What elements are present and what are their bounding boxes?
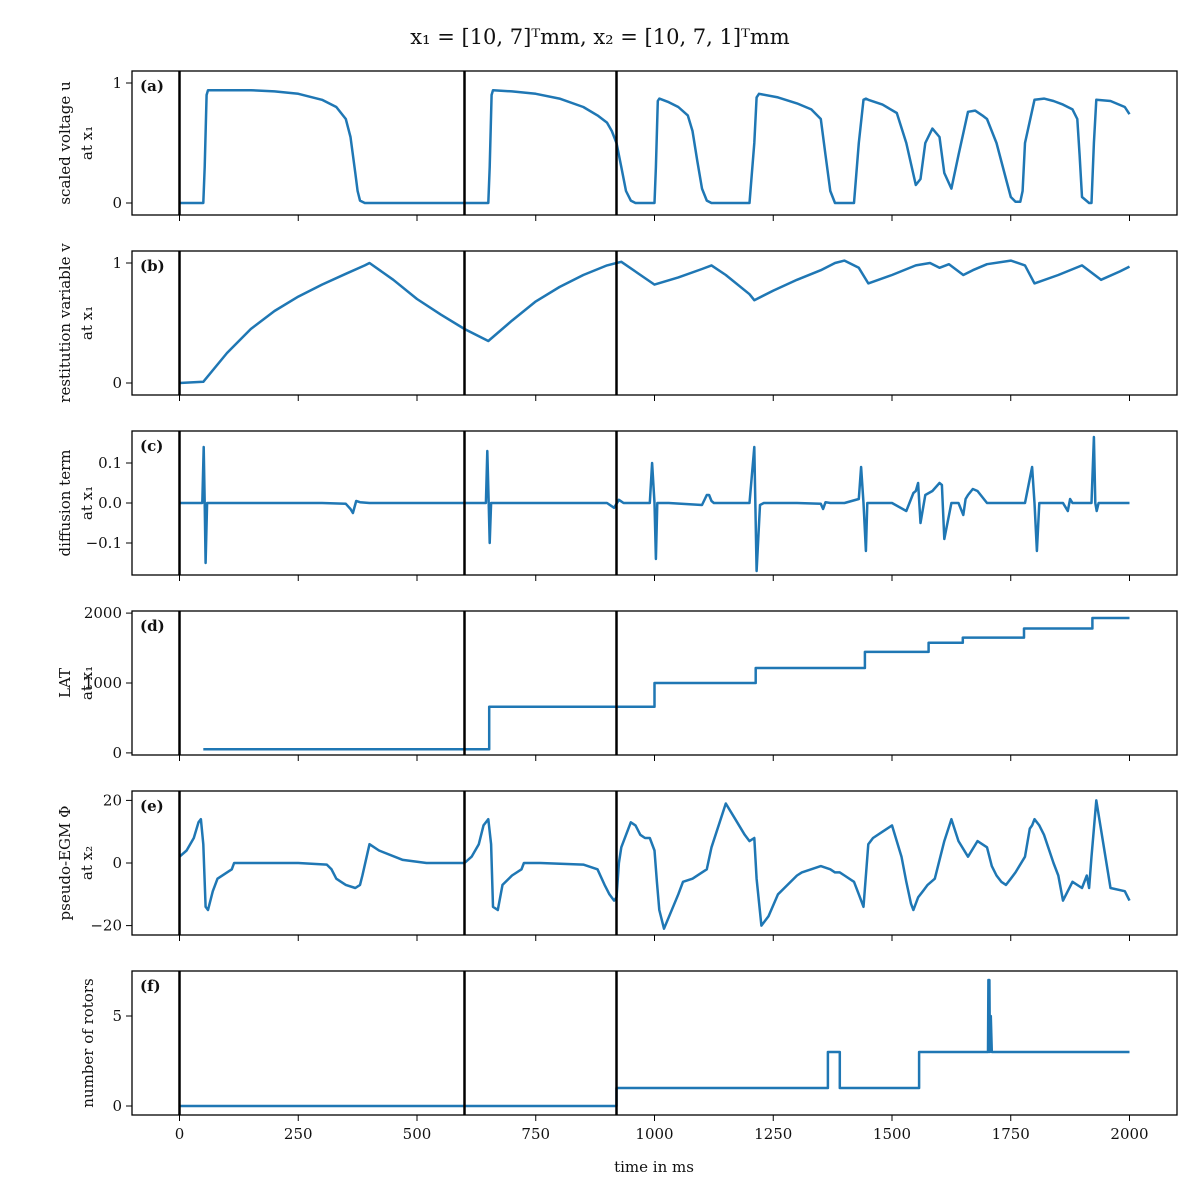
y-tick-label: 0 bbox=[112, 374, 122, 392]
panel-letter: (a) bbox=[140, 77, 164, 95]
figure-title: x₁ = [10, 7]ᵀmm, x₂ = [10, 7, 1]ᵀmm bbox=[410, 25, 789, 49]
x-tick-label: 500 bbox=[403, 1125, 432, 1143]
y-tick-label: 1 bbox=[112, 74, 122, 92]
data-series-line bbox=[179, 259, 1131, 385]
panel-letter: (b) bbox=[140, 257, 165, 275]
y-axis-label: at x₁ bbox=[78, 486, 96, 520]
y-tick-label: −0.1 bbox=[86, 534, 122, 552]
panel-letter: (c) bbox=[140, 437, 163, 455]
y-tick-label: 1000 bbox=[84, 674, 122, 692]
y-axis-label: pseudo-EGM Φ bbox=[56, 806, 74, 921]
y-axis-label: scaled voltage u bbox=[56, 81, 74, 205]
data-series-line bbox=[179, 978, 1130, 1108]
data-series-line bbox=[203, 616, 1130, 751]
panel-1: 0 1 (a) scaled voltage u at x₁ bbox=[56, 70, 1178, 221]
y-tick-label: −20 bbox=[90, 917, 122, 935]
y-axis-label: number of rotors bbox=[79, 978, 97, 1107]
y-tick-label: 5 bbox=[112, 1007, 122, 1025]
panel-4: 0 1000 2000 (d) LAT at x₁ bbox=[56, 604, 1178, 762]
panel-3: −0.1 0.0 0.1 (c) diffusion term at x₁ bbox=[56, 430, 1178, 581]
axes-frame bbox=[131, 970, 1178, 1116]
y-axis-label: diffusion term bbox=[56, 450, 74, 557]
data-series-line bbox=[179, 435, 1130, 573]
y-tick-label: 0.1 bbox=[98, 454, 122, 472]
axes-frame bbox=[131, 250, 1178, 396]
y-axis-label: at x₁ bbox=[78, 126, 96, 160]
y-axis-label: restitution variable v bbox=[56, 243, 74, 403]
x-tick-label: 1500 bbox=[873, 1125, 911, 1143]
data-series-line bbox=[178, 799, 1131, 930]
panel-letter: (f) bbox=[140, 977, 161, 995]
y-axis-label: at x₁ bbox=[78, 666, 96, 700]
x-tick-label: 1000 bbox=[635, 1125, 673, 1143]
x-tick-label: 750 bbox=[521, 1125, 550, 1143]
panel-letter: (e) bbox=[140, 797, 164, 815]
y-tick-label: 1 bbox=[112, 254, 122, 272]
x-tick-label: 2000 bbox=[1110, 1125, 1148, 1143]
y-tick-label: 2000 bbox=[84, 604, 122, 622]
y-tick-label: 20 bbox=[103, 791, 122, 809]
y-tick-label: 0 bbox=[112, 194, 122, 212]
y-tick-label: 0 bbox=[112, 854, 122, 872]
panel-6: 0 5 0 250 500 750 1000 1250 1500 1750 2000 (f) numbe… bbox=[79, 970, 1178, 1143]
x-tick-label: 0 bbox=[175, 1125, 185, 1143]
data-series-line bbox=[179, 88, 1131, 205]
y-tick-label: 0 bbox=[112, 744, 122, 762]
x-tick-label: 1750 bbox=[992, 1125, 1030, 1143]
y-axis-label: at x₁ bbox=[78, 306, 96, 340]
x-tick-label: 250 bbox=[284, 1125, 313, 1143]
panel-letter: (d) bbox=[140, 617, 165, 635]
y-axis-label: at x₂ bbox=[78, 846, 96, 880]
y-tick-label: 0.0 bbox=[98, 494, 122, 512]
y-axis-label: LAT bbox=[56, 668, 74, 698]
x-axis-label: time in ms bbox=[614, 1158, 694, 1176]
x-tick-label: 1250 bbox=[754, 1125, 792, 1143]
y-tick-label: 0 bbox=[112, 1097, 122, 1115]
panel-2: 0 1 (b) restitution variable v at x₁ bbox=[56, 243, 1178, 403]
